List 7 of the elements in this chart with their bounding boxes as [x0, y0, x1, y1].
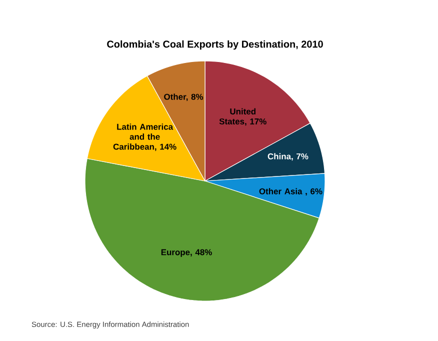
slice-label: Other, 8% — [164, 94, 204, 102]
slice-label: Europe, 48% — [161, 249, 212, 257]
slice-label: China, 7% — [268, 153, 308, 161]
slice-label: United States, 17% — [219, 108, 266, 126]
slice-label: Latin America and the Caribbean, 14% — [113, 124, 176, 151]
slice-label: Other Asia , 6% — [259, 188, 322, 196]
chart-title: Colombia's Coal Exports by Destination, 2010 — [107, 40, 323, 50]
